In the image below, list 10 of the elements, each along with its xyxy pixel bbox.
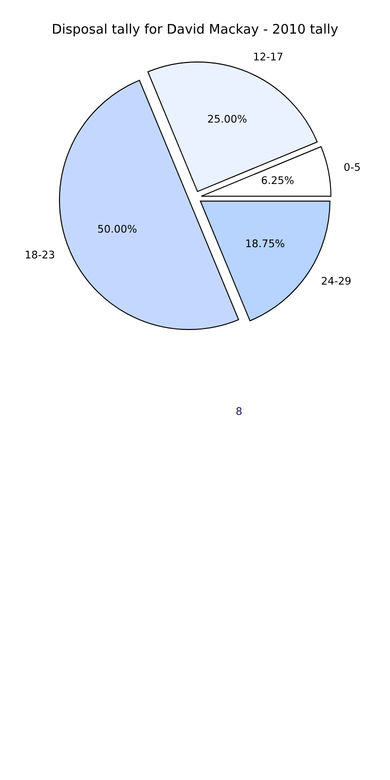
- data-label: 18.75%: [246, 239, 284, 248]
- slice-label: 12-17: [254, 52, 282, 60]
- chart-title: Disposal tally for David Mackay - 2010 tally: [53, 24, 338, 36]
- text: 8: [236, 407, 242, 416]
- data-label: 6.25%: [262, 176, 294, 184]
- data-label: 25.00%: [208, 114, 247, 123]
- slice-label: 24-29: [322, 276, 351, 285]
- slice-label: 0-5: [344, 163, 360, 171]
- slice-label: 18-23: [26, 250, 54, 259]
- data-label: 50.00%: [98, 224, 136, 233]
